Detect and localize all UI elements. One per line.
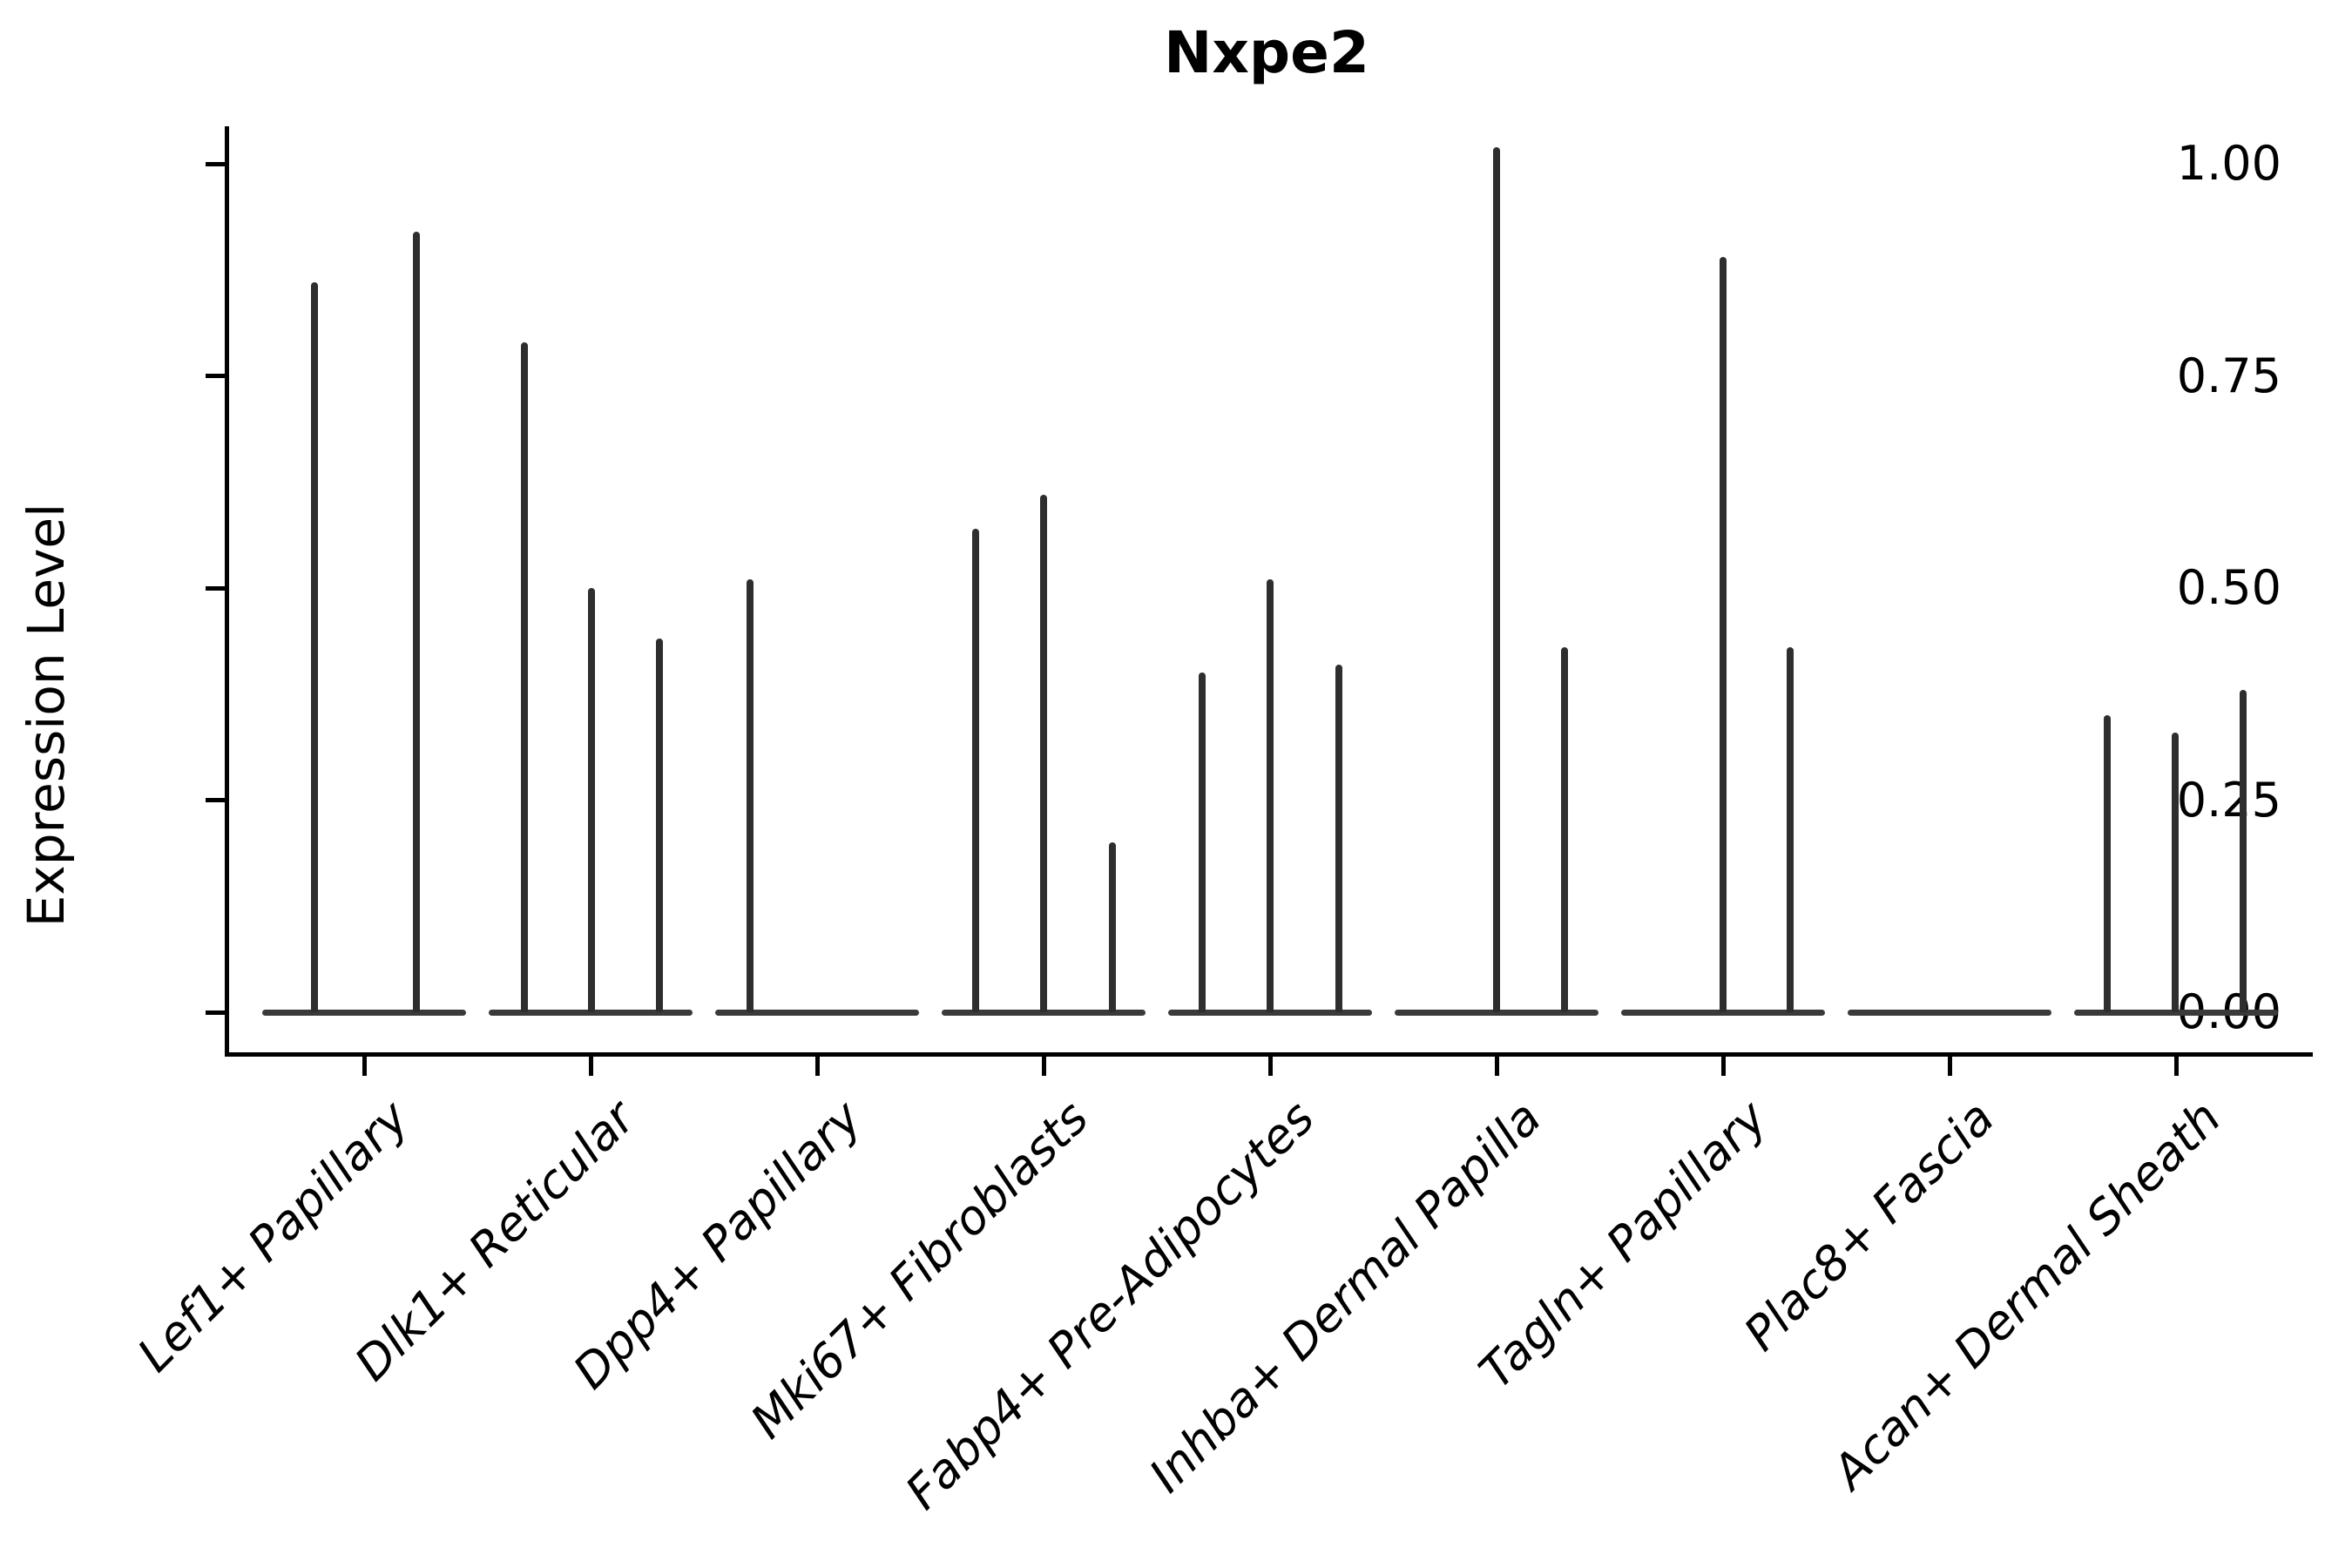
y-tick-label: 0.75 (2176, 348, 2281, 403)
violin-spike (1561, 647, 1568, 1012)
y-tick-mark (206, 1010, 225, 1015)
violin-spike (521, 341, 528, 1012)
violin-baseline (1395, 1009, 1598, 1016)
violin-spike (747, 579, 754, 1012)
violin-spike (1040, 494, 1047, 1012)
violin-baseline (489, 1009, 693, 1016)
violin-spike (1199, 672, 1206, 1012)
violin-spike (2172, 732, 2179, 1012)
y-tick-label: 0.25 (2176, 772, 2281, 828)
violin-spike (656, 639, 663, 1012)
plot-area: Expression Level 0.00 0.25 0.50 0.75 1.00 Lef… (17, 126, 2313, 1520)
y-tick-mark (206, 161, 225, 166)
y-tick-mark (206, 798, 225, 802)
violin-baseline (2074, 1009, 2278, 1016)
violin-spike (972, 528, 979, 1012)
chart-title: Nxpe2 (1164, 19, 1369, 86)
x-tick-mark (1267, 1057, 1273, 1076)
y-tick-label: 0.50 (2176, 560, 2281, 615)
violin-spike (1720, 257, 1727, 1012)
x-tick-mark (1947, 1057, 1952, 1076)
x-tick-mark (362, 1057, 367, 1076)
violin-baseline (1168, 1009, 1372, 1016)
violin-spike (1335, 664, 1342, 1012)
x-tick-mark (1041, 1057, 1046, 1076)
violin-spike (1493, 146, 1500, 1012)
violin-spike (2240, 689, 2247, 1012)
violin-spike (1267, 579, 1274, 1012)
violin-baseline (1848, 1009, 2051, 1016)
x-tick-mark (2173, 1057, 2179, 1076)
violin-baseline (262, 1009, 466, 1016)
violin-baseline (942, 1009, 1146, 1016)
violin-spike (588, 588, 595, 1012)
x-tick-mark (588, 1057, 593, 1076)
violin-baseline (1621, 1009, 1825, 1016)
violin-spike (2104, 715, 2111, 1012)
violin-spike (413, 231, 420, 1012)
x-tick-label: Acan+ Dermal Sheath (1821, 1090, 2232, 1500)
x-tick-label: Fabp4+ Pre-Adipocytes (895, 1090, 1326, 1520)
x-tick-mark (814, 1057, 820, 1076)
x-tick-label: Inhba+ Dermal Papilla (1139, 1090, 1552, 1504)
y-axis-label-text: Expression Level (17, 503, 76, 928)
violin-spike (311, 282, 318, 1012)
y-tick-mark (206, 585, 225, 591)
violin-spike (1787, 647, 1794, 1012)
violin-baseline (715, 1009, 919, 1016)
y-tick-mark (206, 374, 225, 378)
violin-spike (1109, 842, 1116, 1012)
x-tick-mark (1494, 1057, 1499, 1076)
x-tick-mark (1720, 1057, 1726, 1076)
y-tick-label: 1.00 (2176, 136, 2281, 191)
